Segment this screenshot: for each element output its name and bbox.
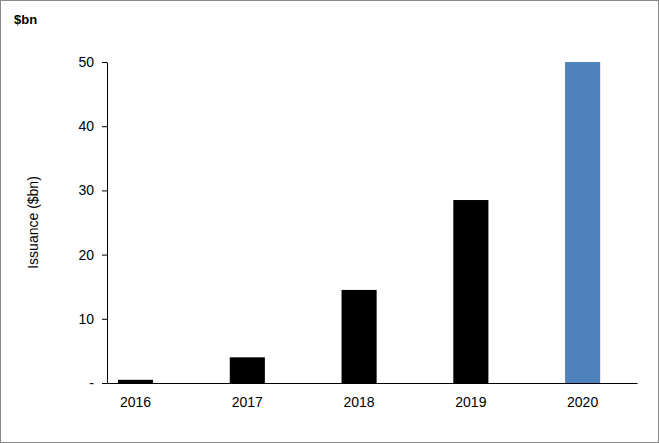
chart: - 10 20 30 40 50 2016 2017 2018 2019 2020 $bn Issuan… xyxy=(0,0,659,443)
y-axis-title: Issuance ($bn) xyxy=(25,176,41,269)
y-tick: 20 xyxy=(78,247,107,263)
y-tick-mark xyxy=(102,126,107,127)
bars xyxy=(118,62,600,383)
x-tick-label: 2016 xyxy=(120,394,151,410)
frame xyxy=(1,1,659,443)
y-axis: - 10 20 30 40 50 xyxy=(78,54,107,391)
y-tick-label: 10 xyxy=(78,311,94,327)
x-tick: 2018 xyxy=(344,383,375,410)
y-tick: 10 xyxy=(78,311,107,327)
title: $bn xyxy=(14,12,37,27)
y-tick: - xyxy=(89,375,107,391)
y-tick-mark xyxy=(102,255,107,256)
y-tick-label: 40 xyxy=(78,118,94,134)
x-tick: 2016 xyxy=(120,383,151,410)
x-tick-label: 2020 xyxy=(567,394,598,410)
x-tick: 2019 xyxy=(455,383,486,410)
x-tick-label: 2018 xyxy=(344,394,375,410)
y-tick-label: 20 xyxy=(78,247,94,263)
x-tick: 2017 xyxy=(232,383,263,410)
x-axis-line xyxy=(108,383,638,384)
y-tick-label: 50 xyxy=(78,54,94,70)
y-tick: 30 xyxy=(78,182,107,198)
y-tick-mark xyxy=(102,319,107,320)
x-tick: 2020 xyxy=(567,383,598,410)
y-tick: 50 xyxy=(78,54,107,70)
bar xyxy=(565,62,600,383)
y-tick-label: - xyxy=(89,375,94,391)
y-axis-line xyxy=(107,63,108,384)
bar xyxy=(453,200,488,383)
bar xyxy=(230,357,265,383)
bar xyxy=(342,290,377,383)
y-tick-mark xyxy=(102,190,107,191)
x-axis: 2016 2017 2018 2019 2020 xyxy=(108,383,638,410)
x-tick-label: 2017 xyxy=(232,394,263,410)
y-tick-mark xyxy=(102,383,107,384)
y-tick: 40 xyxy=(78,118,107,134)
bar xyxy=(118,380,153,383)
y-tick-mark xyxy=(102,62,107,63)
y-tick-label: 30 xyxy=(78,182,94,198)
x-tick-label: 2019 xyxy=(455,394,486,410)
